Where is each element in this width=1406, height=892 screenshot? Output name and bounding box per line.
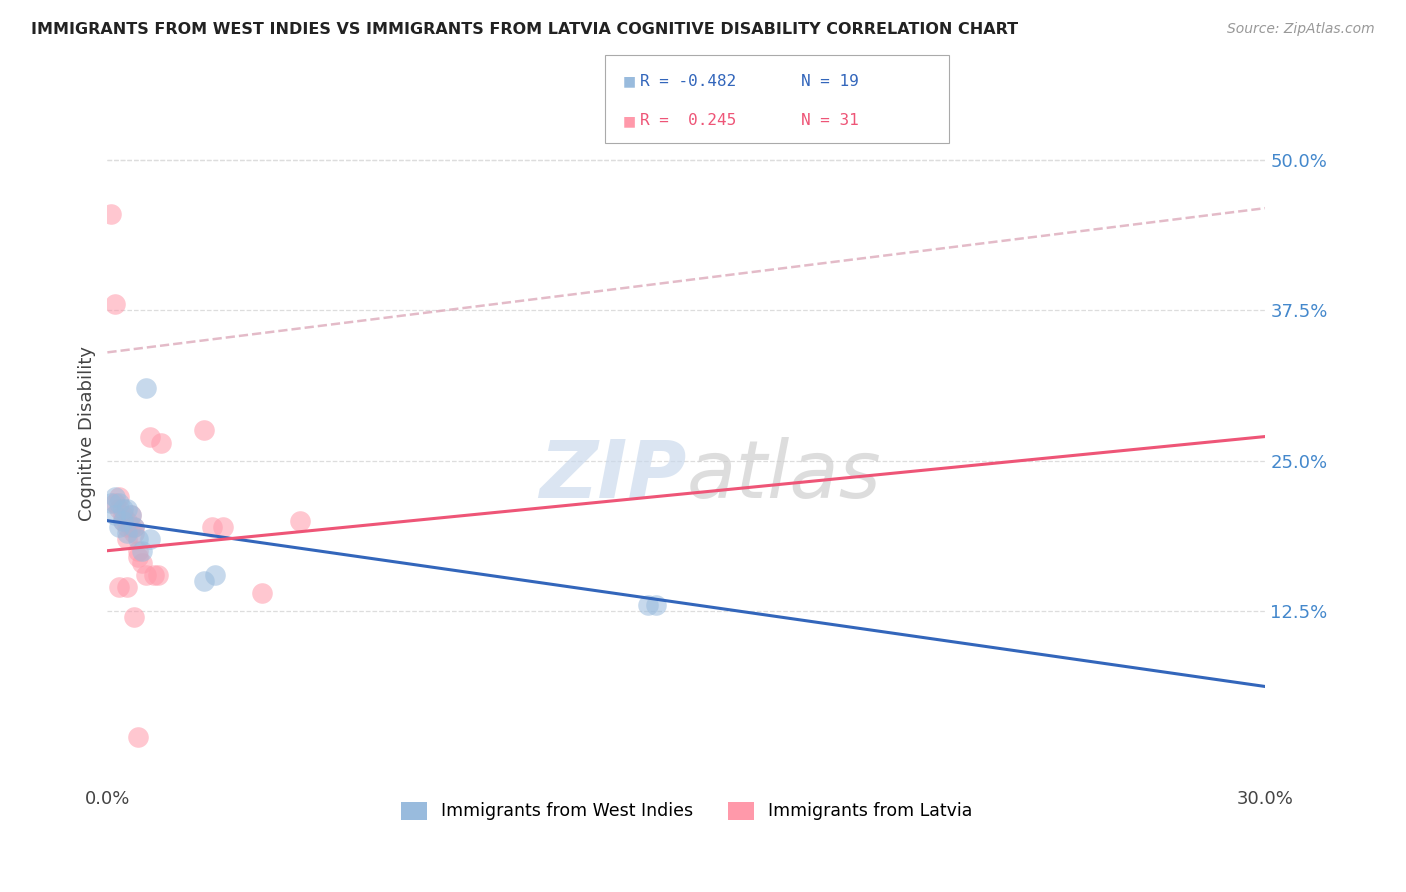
Point xyxy=(108,519,131,533)
Point xyxy=(124,519,146,533)
Point xyxy=(150,435,173,450)
Point xyxy=(212,519,235,533)
Text: ZIP: ZIP xyxy=(538,437,686,515)
Point xyxy=(127,532,149,546)
Point xyxy=(637,598,659,612)
Point xyxy=(120,508,142,522)
Point xyxy=(139,532,162,546)
Point xyxy=(115,532,138,546)
Point xyxy=(100,495,122,509)
Y-axis label: Cognitive Disability: Cognitive Disability xyxy=(79,346,96,521)
Point xyxy=(115,519,138,533)
Point xyxy=(127,549,149,564)
Point xyxy=(115,525,138,540)
Point xyxy=(146,567,169,582)
Point xyxy=(100,207,122,221)
Point xyxy=(108,501,131,516)
Point xyxy=(290,514,312,528)
Point xyxy=(127,543,149,558)
Point xyxy=(115,514,138,528)
Point xyxy=(115,580,138,594)
Point xyxy=(104,297,127,311)
Point xyxy=(108,495,131,509)
Point xyxy=(115,501,138,516)
Point xyxy=(250,586,273,600)
Point xyxy=(131,543,153,558)
Point xyxy=(111,514,134,528)
Point xyxy=(124,525,146,540)
Point xyxy=(108,490,131,504)
Text: ■: ■ xyxy=(623,75,636,88)
Point xyxy=(135,381,157,395)
Text: R = -0.482: R = -0.482 xyxy=(640,74,735,89)
Point xyxy=(193,574,215,588)
Point xyxy=(104,490,127,504)
Point xyxy=(124,610,146,624)
Point xyxy=(139,429,162,443)
Legend: Immigrants from West Indies, Immigrants from Latvia: Immigrants from West Indies, Immigrants … xyxy=(392,793,980,830)
Text: N = 19: N = 19 xyxy=(801,74,859,89)
Text: N = 31: N = 31 xyxy=(801,113,859,128)
Point xyxy=(131,556,153,570)
Point xyxy=(120,508,142,522)
Point xyxy=(111,501,134,516)
Text: Source: ZipAtlas.com: Source: ZipAtlas.com xyxy=(1227,22,1375,37)
Text: atlas: atlas xyxy=(686,437,882,515)
Point xyxy=(135,567,157,582)
Point xyxy=(111,508,134,522)
Point xyxy=(201,519,224,533)
Point xyxy=(120,519,142,533)
Text: ■: ■ xyxy=(623,114,636,128)
Text: R =  0.245: R = 0.245 xyxy=(640,113,735,128)
Point xyxy=(127,730,149,744)
Point xyxy=(124,519,146,533)
Point xyxy=(193,424,215,438)
Point xyxy=(204,567,226,582)
Point xyxy=(111,514,134,528)
Point xyxy=(142,567,165,582)
Point xyxy=(108,580,131,594)
Point xyxy=(104,508,127,522)
Point xyxy=(644,598,666,612)
Text: IMMIGRANTS FROM WEST INDIES VS IMMIGRANTS FROM LATVIA COGNITIVE DISABILITY CORRE: IMMIGRANTS FROM WEST INDIES VS IMMIGRANT… xyxy=(31,22,1018,37)
Point xyxy=(104,495,127,509)
